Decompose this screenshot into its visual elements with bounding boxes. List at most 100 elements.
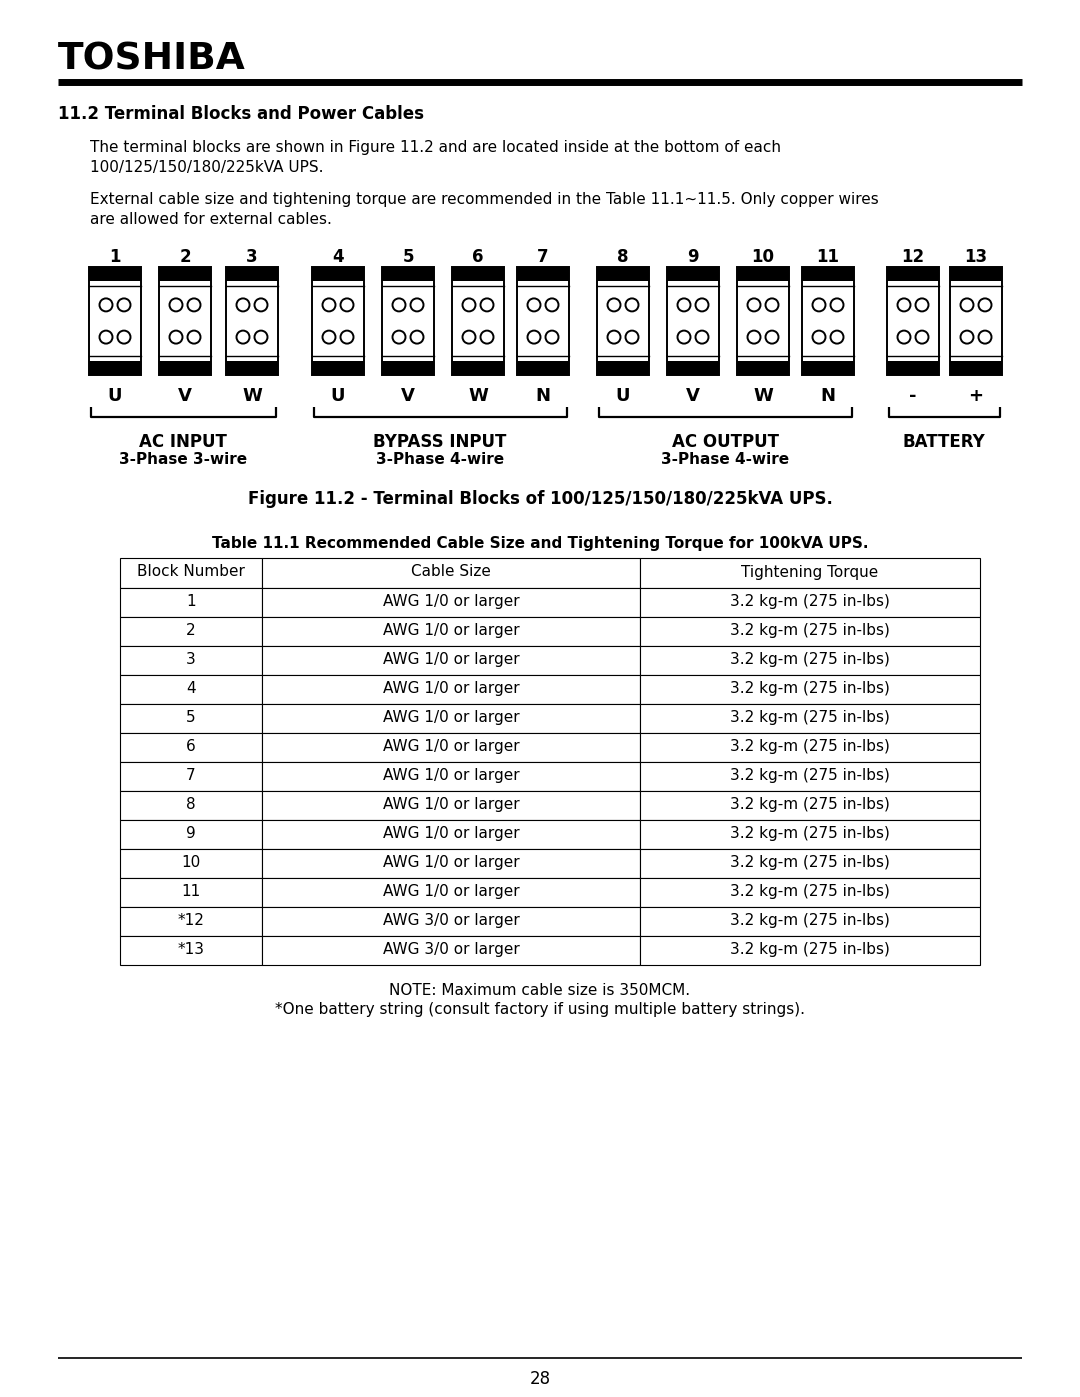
Text: 4: 4 bbox=[333, 249, 343, 265]
Text: *12: *12 bbox=[177, 914, 204, 928]
Bar bbox=[950, 267, 1002, 281]
Bar bbox=[312, 360, 364, 374]
Text: 3-Phase 4-wire: 3-Phase 4-wire bbox=[661, 453, 789, 467]
Text: AC OUTPUT: AC OUTPUT bbox=[672, 433, 779, 451]
Text: Figure 11.2 - Terminal Blocks of 100/125/150/180/225kVA UPS.: Figure 11.2 - Terminal Blocks of 100/125… bbox=[247, 490, 833, 509]
Text: AWG 1/0 or larger: AWG 1/0 or larger bbox=[382, 623, 519, 638]
Bar bbox=[640, 877, 980, 907]
Text: 8: 8 bbox=[618, 249, 629, 265]
Text: 3.2 kg-m (275 in-lbs): 3.2 kg-m (275 in-lbs) bbox=[730, 652, 890, 666]
Bar bbox=[382, 360, 434, 374]
Text: AWG 1/0 or larger: AWG 1/0 or larger bbox=[382, 739, 519, 754]
Bar bbox=[737, 360, 789, 374]
Text: AWG 1/0 or larger: AWG 1/0 or larger bbox=[382, 594, 519, 609]
Text: 3: 3 bbox=[186, 652, 195, 666]
Bar bbox=[262, 557, 640, 588]
Bar bbox=[517, 267, 569, 374]
Bar bbox=[382, 267, 434, 281]
Text: 3.2 kg-m (275 in-lbs): 3.2 kg-m (275 in-lbs) bbox=[730, 884, 890, 900]
Text: U: U bbox=[330, 387, 346, 405]
Text: U: U bbox=[616, 387, 631, 405]
Text: BYPASS INPUT: BYPASS INPUT bbox=[374, 433, 507, 451]
Text: AWG 1/0 or larger: AWG 1/0 or larger bbox=[382, 855, 519, 870]
Text: *13: *13 bbox=[177, 942, 204, 957]
Bar bbox=[640, 704, 980, 733]
Bar bbox=[640, 588, 980, 617]
Bar bbox=[640, 733, 980, 761]
Bar bbox=[89, 267, 141, 281]
Text: AWG 1/0 or larger: AWG 1/0 or larger bbox=[382, 768, 519, 782]
Text: AWG 1/0 or larger: AWG 1/0 or larger bbox=[382, 680, 519, 696]
Text: 13: 13 bbox=[964, 249, 987, 265]
Text: 10: 10 bbox=[181, 855, 201, 870]
Text: N: N bbox=[536, 387, 551, 405]
Text: 3.2 kg-m (275 in-lbs): 3.2 kg-m (275 in-lbs) bbox=[730, 710, 890, 725]
Text: W: W bbox=[468, 387, 488, 405]
Bar bbox=[887, 267, 939, 374]
Text: Cable Size: Cable Size bbox=[411, 564, 491, 580]
Bar bbox=[640, 820, 980, 849]
Text: AWG 1/0 or larger: AWG 1/0 or larger bbox=[382, 884, 519, 900]
Text: 3.2 kg-m (275 in-lbs): 3.2 kg-m (275 in-lbs) bbox=[730, 739, 890, 754]
Text: 11.2 Terminal Blocks and Power Cables: 11.2 Terminal Blocks and Power Cables bbox=[58, 105, 424, 123]
Bar bbox=[262, 820, 640, 849]
Text: 7: 7 bbox=[537, 249, 549, 265]
Bar bbox=[802, 267, 854, 374]
Bar bbox=[120, 675, 262, 704]
Text: 3.2 kg-m (275 in-lbs): 3.2 kg-m (275 in-lbs) bbox=[730, 914, 890, 928]
Bar bbox=[120, 557, 262, 588]
Bar bbox=[226, 267, 278, 374]
Bar bbox=[120, 617, 262, 645]
Text: 4: 4 bbox=[186, 680, 195, 696]
Text: N: N bbox=[821, 387, 836, 405]
Bar bbox=[597, 267, 649, 374]
Bar bbox=[89, 267, 141, 374]
Bar bbox=[120, 820, 262, 849]
Bar bbox=[120, 936, 262, 965]
Text: 9: 9 bbox=[186, 826, 195, 841]
Bar bbox=[640, 645, 980, 675]
Text: BATTERY: BATTERY bbox=[903, 433, 985, 451]
Bar bbox=[737, 267, 789, 374]
Text: 3.2 kg-m (275 in-lbs): 3.2 kg-m (275 in-lbs) bbox=[730, 826, 890, 841]
Text: AWG 1/0 or larger: AWG 1/0 or larger bbox=[382, 652, 519, 666]
Bar bbox=[120, 704, 262, 733]
Bar bbox=[802, 267, 854, 281]
Bar bbox=[640, 936, 980, 965]
Bar bbox=[262, 761, 640, 791]
Text: 12: 12 bbox=[902, 249, 924, 265]
Text: 2: 2 bbox=[186, 623, 195, 638]
Bar bbox=[262, 733, 640, 761]
Text: W: W bbox=[242, 387, 262, 405]
Bar bbox=[382, 267, 434, 374]
Bar bbox=[120, 645, 262, 675]
Text: 9: 9 bbox=[687, 249, 699, 265]
Text: AWG 3/0 or larger: AWG 3/0 or larger bbox=[382, 942, 519, 957]
Text: 11: 11 bbox=[181, 884, 201, 900]
Bar bbox=[262, 704, 640, 733]
Bar bbox=[640, 557, 980, 588]
Text: 10: 10 bbox=[752, 249, 774, 265]
Text: V: V bbox=[686, 387, 700, 405]
Bar bbox=[262, 617, 640, 645]
Bar bbox=[640, 761, 980, 791]
Text: 3: 3 bbox=[246, 249, 258, 265]
Bar bbox=[640, 617, 980, 645]
Text: NOTE: Maximum cable size is 350MCM.: NOTE: Maximum cable size is 350MCM. bbox=[390, 983, 690, 997]
Bar bbox=[262, 675, 640, 704]
Bar bbox=[950, 267, 1002, 374]
Text: TOSHIBA: TOSHIBA bbox=[58, 42, 246, 78]
Bar bbox=[640, 907, 980, 936]
Bar bbox=[737, 267, 789, 281]
Bar bbox=[262, 907, 640, 936]
Bar bbox=[640, 791, 980, 820]
Text: 3-Phase 4-wire: 3-Phase 4-wire bbox=[376, 453, 504, 467]
Text: 3.2 kg-m (275 in-lbs): 3.2 kg-m (275 in-lbs) bbox=[730, 680, 890, 696]
Bar bbox=[950, 360, 1002, 374]
Text: 3.2 kg-m (275 in-lbs): 3.2 kg-m (275 in-lbs) bbox=[730, 768, 890, 782]
Text: Tightening Torque: Tightening Torque bbox=[741, 564, 879, 580]
Text: W: W bbox=[753, 387, 773, 405]
Bar bbox=[159, 360, 211, 374]
Bar bbox=[159, 267, 211, 374]
Text: +: + bbox=[969, 387, 984, 405]
